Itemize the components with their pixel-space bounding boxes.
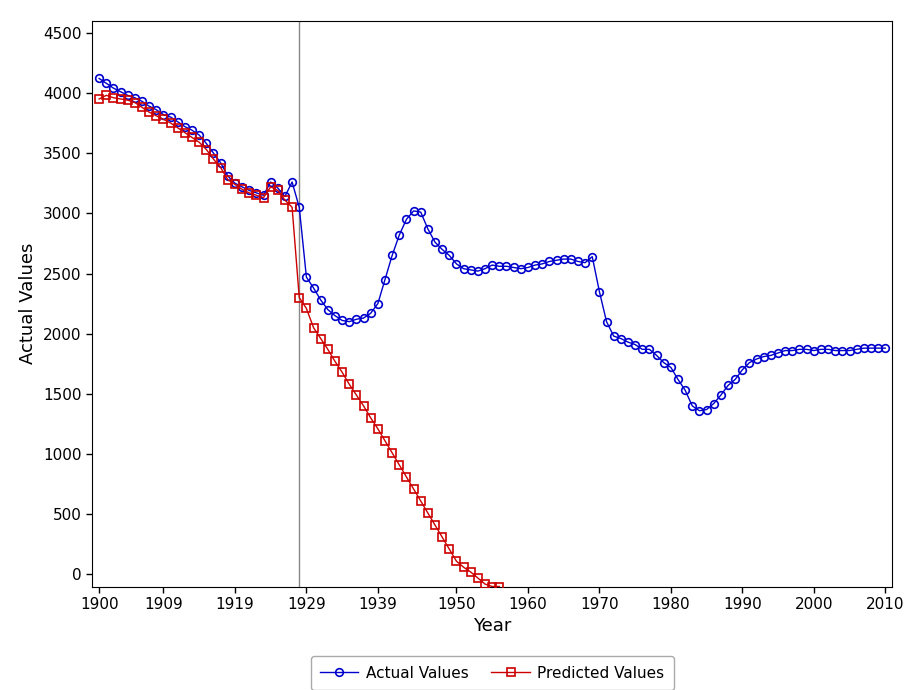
Legend: Actual Values, Predicted Values: Actual Values, Predicted Values: [311, 656, 673, 690]
Predicted Values: [122, 96, 133, 104]
Predicted Values: [101, 91, 112, 99]
Predicted Values: [115, 95, 126, 103]
Line: Predicted Values: Predicted Values: [96, 92, 503, 591]
Line: Actual Values: Actual Values: [96, 75, 888, 415]
Actual Values: [386, 251, 397, 259]
Actual Values: [94, 75, 105, 83]
X-axis label: Year: Year: [472, 618, 511, 635]
Predicted Values: [272, 186, 283, 195]
Predicted Values: [208, 155, 219, 164]
Actual Values: [857, 344, 868, 353]
Predicted Values: [379, 437, 390, 445]
Predicted Values: [94, 95, 105, 103]
Actual Values: [879, 344, 890, 353]
Actual Values: [550, 256, 562, 264]
Actual Values: [272, 184, 283, 193]
Actual Values: [693, 406, 704, 415]
Actual Values: [293, 203, 304, 211]
Predicted Values: [486, 582, 497, 591]
Predicted Values: [372, 424, 383, 433]
Predicted Values: [494, 582, 505, 591]
Y-axis label: Actual Values: Actual Values: [19, 243, 38, 364]
Actual Values: [458, 264, 469, 273]
